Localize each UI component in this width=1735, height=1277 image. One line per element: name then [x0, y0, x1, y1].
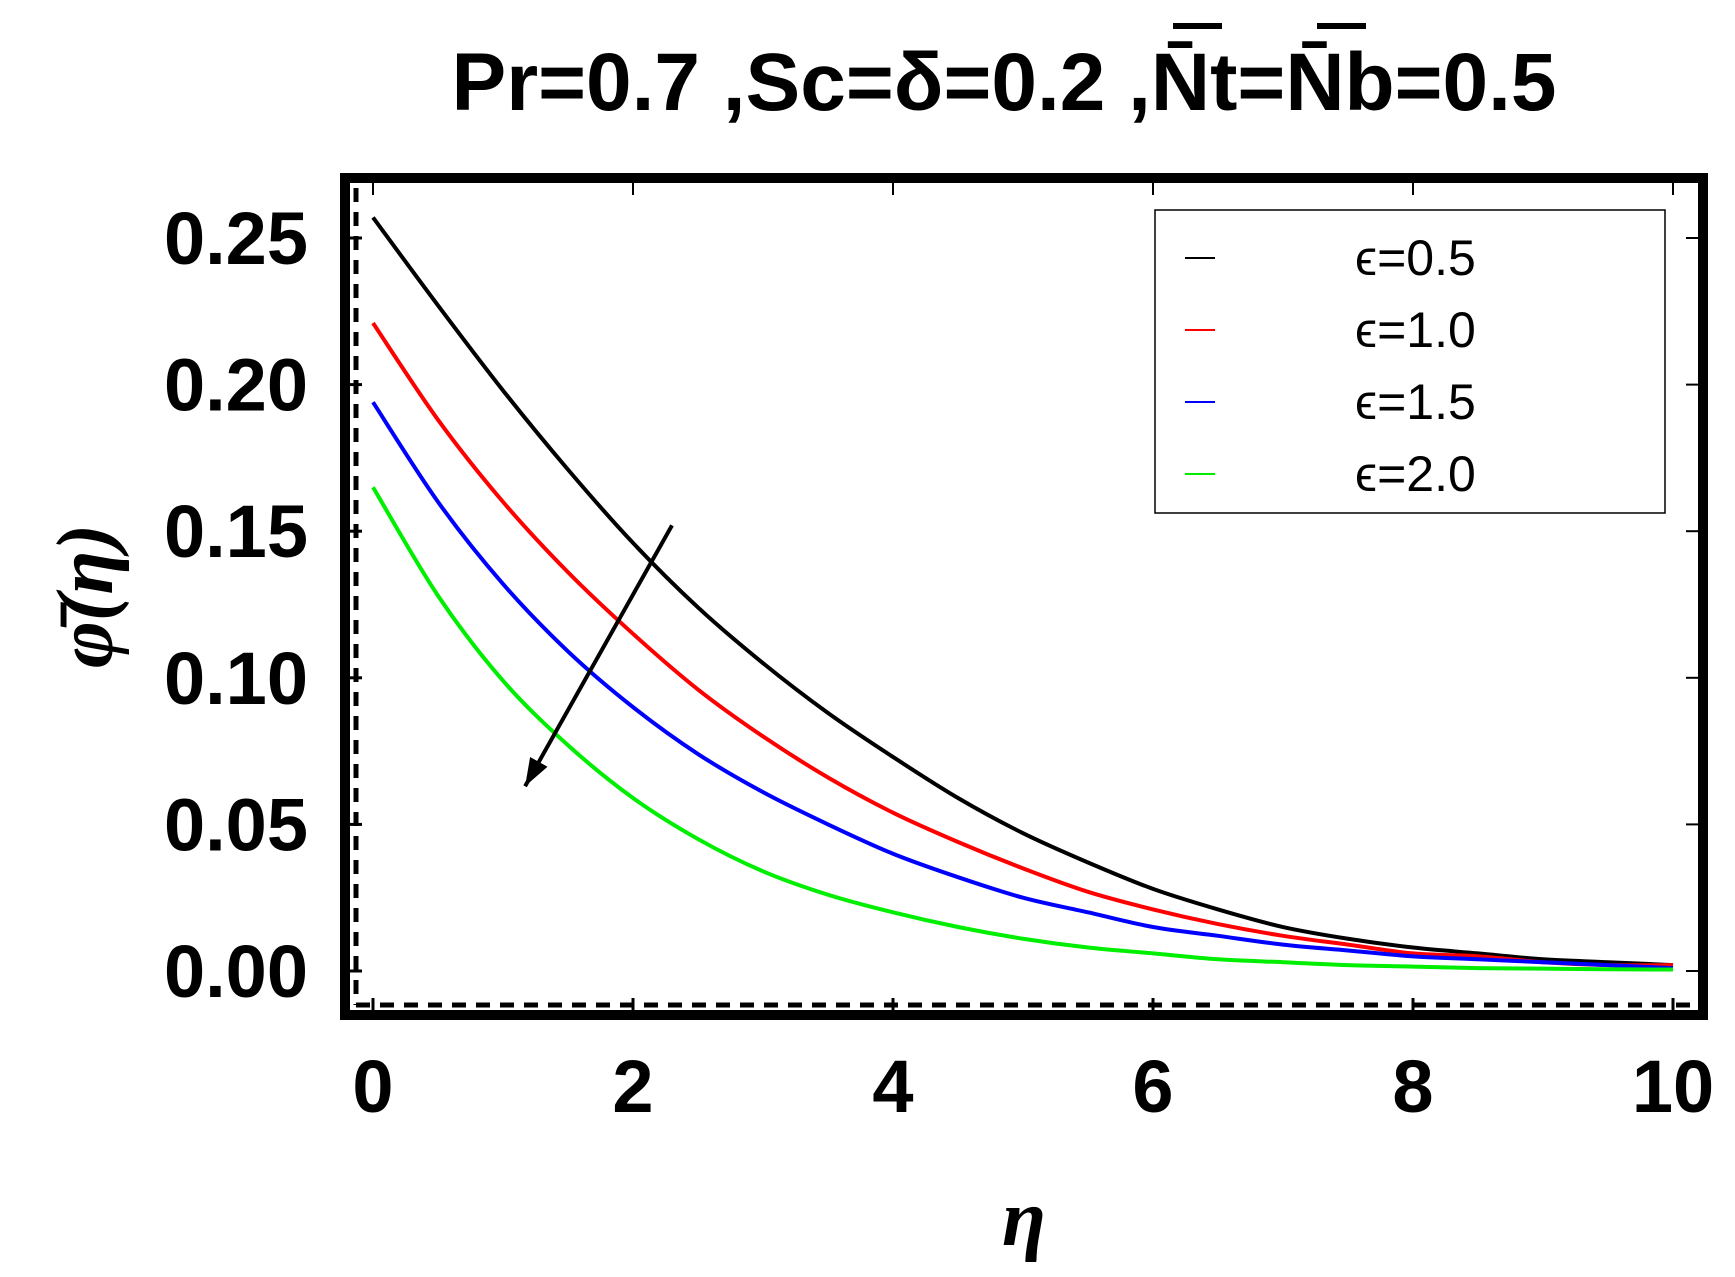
x-tick-label: 0	[352, 1045, 393, 1128]
x-tick-label: 2	[612, 1045, 653, 1128]
y-tick-label: 0.05	[164, 783, 308, 866]
annotation-group	[523, 524, 674, 788]
x-axis-label: η	[1002, 1175, 1046, 1263]
y-tick-label: 0.00	[164, 930, 308, 1013]
ticks-group: 0 2 4 6 8 10 0.00 0.05 0.10 0.15 0.20 0.25	[164, 183, 1714, 1128]
legend-box	[1154, 209, 1666, 514]
series-line-1	[371, 216, 1674, 968]
series-line-2	[371, 321, 1674, 968]
trend-arrow-head	[525, 756, 548, 787]
legend: ϵ=0.5 ϵ=1.0 ϵ=1.5 ϵ=2.0	[1154, 209, 1666, 514]
y-tick-label: 0.25	[164, 197, 308, 280]
legend-items: ϵ=0.5 ϵ=1.0 ϵ=1.5 ϵ=2.0	[1185, 230, 1476, 502]
legend-label-2: ϵ=1.0	[1355, 302, 1476, 358]
x-tick-label: 6	[1132, 1045, 1173, 1128]
x-tick-label: 4	[872, 1045, 913, 1128]
plot-frame	[340, 173, 1708, 1020]
y-tick-label: 0.10	[164, 637, 308, 720]
series-line-4	[371, 486, 1674, 972]
series-group	[371, 216, 1674, 972]
trend-arrow-shaft	[523, 524, 674, 788]
legend-label-4: ϵ=2.0	[1355, 446, 1476, 502]
legend-label-1: ϵ=0.5	[1355, 230, 1476, 286]
series-line-3	[371, 401, 1674, 971]
x-tick-label: 10	[1632, 1045, 1714, 1128]
y-axis-label: φ̄(η)	[42, 524, 130, 668]
y-tick-label: 0.15	[164, 490, 308, 573]
x-tick-label: 8	[1392, 1045, 1433, 1128]
chart-title: Pr=0.7 ,Sc=δ=0.2 ,N̄t=N̄b=0.5	[452, 37, 1557, 128]
y-tick-label: 0.20	[164, 344, 308, 427]
legend-label-3: ϵ=1.5	[1355, 374, 1476, 430]
